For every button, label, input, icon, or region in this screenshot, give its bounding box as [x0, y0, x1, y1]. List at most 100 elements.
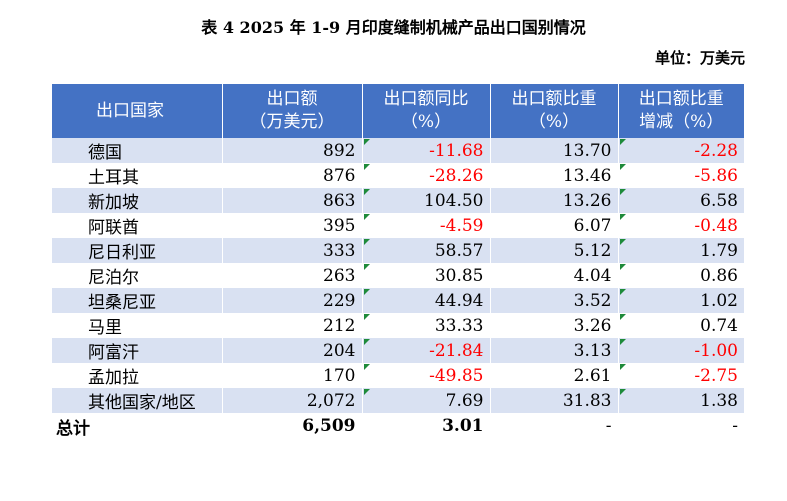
yoy-cell: 7.69: [362, 388, 491, 413]
share-cell: 2.61: [490, 363, 619, 388]
yoy-cell: -49.85: [362, 363, 491, 388]
change-cell: -5.86: [618, 163, 744, 188]
cell-marker-icon: [619, 389, 626, 395]
country-cell: 孟加拉: [52, 363, 223, 388]
table-row: 其他国家/地区 2,072 7.69 31.83 1.38: [52, 388, 744, 413]
total-share: -: [490, 413, 619, 439]
value-cell: 212: [222, 313, 363, 338]
header-yoy: 出口额同比 （%）: [362, 84, 491, 138]
cell-marker-icon: [363, 239, 370, 245]
table-title: 表 4 2025 年 1-9 月印度缝制机械产品出口国别情况: [201, 18, 586, 37]
cell-marker-icon: [619, 139, 626, 145]
value-cell: 263: [222, 263, 363, 288]
total-row: 总计 6,509 3.01- -: [52, 413, 744, 439]
change-cell: 1.02: [618, 288, 744, 313]
share-cell: 3.52: [490, 288, 619, 313]
header-share-change: 出口额比重 增减（%）: [618, 84, 744, 138]
country-cell: 其他国家/地区: [52, 388, 223, 413]
value-cell: 204: [222, 338, 363, 363]
yoy-cell: 33.33: [362, 313, 491, 338]
share-cell: 3.26: [490, 313, 619, 338]
change-cell: -0.48: [618, 213, 744, 238]
share-cell: 13.70: [490, 138, 619, 163]
header-share: 出口额比重 （%）: [490, 84, 619, 138]
yoy-cell: -28.26: [362, 163, 491, 188]
yoy-cell: 104.50: [362, 188, 491, 213]
table-row: 阿联酋 395 -4.59 6.07 -0.48: [52, 213, 744, 238]
cell-marker-icon: [619, 164, 626, 170]
cell-marker-icon: [363, 389, 370, 395]
change-cell: 1.79: [618, 238, 744, 263]
total-change: -: [618, 413, 744, 439]
table-row: 坦桑尼亚 229 44.94 3.52 1.02: [52, 288, 744, 313]
header-value: 出口额 （万美元）: [222, 84, 363, 138]
value-cell: 170: [222, 363, 363, 388]
cell-marker-icon: [363, 314, 370, 320]
share-cell: 13.26: [490, 188, 619, 213]
value-cell: 892: [222, 138, 363, 163]
value-cell: 2,072: [222, 388, 363, 413]
change-cell: -2.75: [618, 363, 744, 388]
yoy-cell: 58.57: [362, 238, 491, 263]
value-cell: 229: [222, 288, 363, 313]
total-value: 6,509: [222, 413, 363, 439]
cell-marker-icon: [619, 214, 626, 220]
country-cell: 阿富汗: [52, 338, 223, 363]
export-table: 出口国家 出口额 （万美元） 出口额同比 （%） 出口额比重 （%） 出口额比重 增减（…: [52, 84, 744, 439]
cell-marker-icon: [363, 289, 370, 295]
cell-marker-icon: [619, 364, 626, 370]
value-cell: 876: [222, 163, 363, 188]
share-cell: 4.04: [490, 263, 619, 288]
share-cell: 6.07: [490, 213, 619, 238]
cell-marker-icon: [363, 339, 370, 345]
country-cell: 土耳其: [52, 163, 223, 188]
cell-marker-icon: [363, 189, 370, 195]
table-row: 尼泊尔 263 30.85 4.04 0.86: [52, 263, 744, 288]
share-cell: 5.12: [490, 238, 619, 263]
cell-marker-icon: [363, 364, 370, 370]
country-cell: 阿联酋: [52, 213, 223, 238]
country-cell: 尼日利亚: [52, 238, 223, 263]
value-cell: 863: [222, 188, 363, 213]
country-cell: 尼泊尔: [52, 263, 223, 288]
table-row: 新加坡 863 104.50 13.26 6.58: [52, 188, 744, 213]
share-cell: 31.83: [490, 388, 619, 413]
cell-marker-icon: [363, 139, 370, 145]
share-cell: 3.13: [490, 338, 619, 363]
yoy-cell: 44.94: [362, 288, 491, 313]
table-row: 尼日利亚 333 58.57 5.12 1.79: [52, 238, 744, 263]
cell-marker-icon: [363, 264, 370, 270]
cell-marker-icon: [619, 314, 626, 320]
yoy-cell: -11.68: [362, 138, 491, 163]
cell-marker-icon: [619, 189, 626, 195]
header-country: 出口国家: [52, 84, 223, 138]
total-label: 总计: [52, 413, 223, 439]
value-cell: 395: [222, 213, 363, 238]
country-cell: 马里: [52, 313, 223, 338]
table-row: 马里 212 33.33 3.26 0.74: [52, 313, 744, 338]
change-cell: 0.86: [618, 263, 744, 288]
yoy-cell: 30.85: [362, 263, 491, 288]
cell-marker-icon: [619, 264, 626, 270]
total-yoy: 3.01: [362, 413, 491, 439]
cell-marker-icon: [619, 339, 626, 345]
country-cell: 新加坡: [52, 188, 223, 213]
cell-marker-icon: [363, 164, 370, 170]
change-cell: 0.74: [618, 313, 744, 338]
country-cell: 德国: [52, 138, 223, 163]
change-cell: -2.28: [618, 138, 744, 163]
cell-marker-icon: [619, 289, 626, 295]
change-cell: 6.58: [618, 188, 744, 213]
table-row: 阿富汗 204 -21.84 3.13 -1.00: [52, 338, 744, 363]
cell-marker-icon: [619, 239, 626, 245]
yoy-cell: -4.59: [362, 213, 491, 238]
header-row: 出口国家 出口额 （万美元） 出口额同比 （%） 出口额比重 （%） 出口额比重 增减（…: [52, 84, 744, 138]
share-cell: 13.46: [490, 163, 619, 188]
value-cell: 333: [222, 238, 363, 263]
change-cell: -1.00: [618, 338, 744, 363]
yoy-cell: -21.84: [362, 338, 491, 363]
change-cell: 1.38: [618, 388, 744, 413]
table-row: 土耳其 876 -28.26 13.46 -5.86: [52, 163, 744, 188]
unit-label: 单位：万美元: [654, 49, 745, 67]
country-cell: 坦桑尼亚: [52, 288, 223, 313]
